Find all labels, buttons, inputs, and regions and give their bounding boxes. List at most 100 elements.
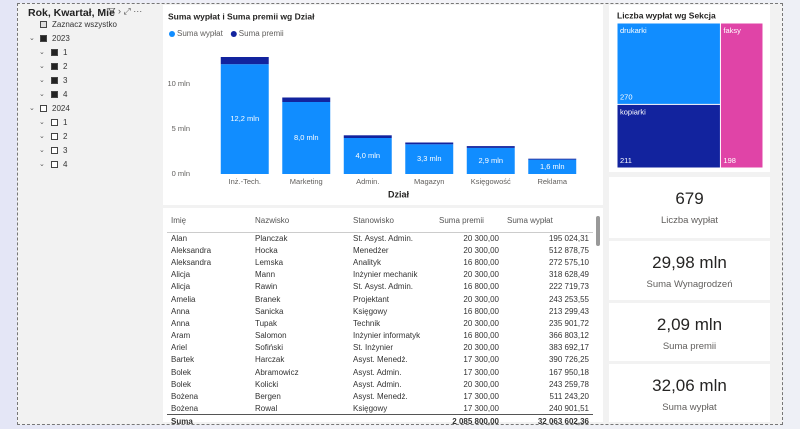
card-label: Suma Wynagrodzeń — [646, 279, 733, 290]
caret[interactable]: ⌄ — [39, 49, 45, 56]
card: 32,06 mln Suma wypłat — [609, 364, 770, 422]
checkbox[interactable] — [51, 63, 58, 70]
total-cell: 2 085 800,00 — [452, 416, 499, 426]
year-label[interactable]: 2023 — [52, 34, 70, 43]
table-cell: Inżynier mechanik — [353, 270, 418, 280]
table-row: Alan Planczak St. Asyst. Admin. 20 300,00 19… — [167, 232, 593, 244]
tile-value: 211 — [620, 156, 632, 165]
caret[interactable]: ⌄ — [29, 35, 35, 42]
bar-segment[interactable] — [282, 102, 331, 174]
total-row: Suma 2 085 800,00 32 063 602,36 — [167, 414, 593, 427]
treemap-tile[interactable] — [720, 23, 763, 168]
checkbox[interactable] — [51, 119, 58, 126]
table-cell: 366 803,12 — [548, 331, 589, 341]
treemap-tile[interactable] — [617, 23, 720, 104]
column-header[interactable]: Imię — [167, 210, 251, 233]
y-tick-label: 10 mln — [167, 79, 190, 88]
table-cell: 16 800,00 — [463, 306, 499, 316]
table-cell: Technik — [353, 318, 381, 328]
table-cell: Bergen — [255, 392, 281, 402]
quarter-label[interactable]: 2 — [63, 62, 68, 71]
table-cell: 511 243,20 — [549, 392, 589, 402]
column-header[interactable]: Stanowisko — [349, 210, 435, 233]
quarter-label[interactable]: 1 — [63, 48, 68, 57]
table-cell: 16 800,00 — [463, 282, 499, 292]
chart-title: Liczba wypłat wg Sekcja — [617, 10, 716, 20]
card-value: 32,06 mln — [652, 376, 727, 395]
checkbox[interactable] — [51, 91, 58, 98]
caret[interactable]: ⌄ — [39, 133, 45, 140]
column-header[interactable]: Suma wypłat — [503, 210, 593, 233]
bar-segment[interactable] — [343, 138, 392, 174]
caret[interactable]: ⌄ — [29, 105, 35, 112]
year-label[interactable]: 2024 — [52, 104, 70, 113]
bar-segment[interactable] — [466, 146, 515, 148]
caret[interactable]: ⌄ — [39, 119, 45, 126]
quarter-label[interactable]: 4 — [63, 160, 68, 169]
bar-segment[interactable] — [220, 64, 269, 174]
quarter-label[interactable]: 3 — [63, 146, 68, 155]
table-cell: Lemska — [255, 257, 284, 267]
tile-label: faksy — [723, 26, 741, 35]
table-cell: 17 300,00 — [463, 403, 499, 413]
legend-label[interactable]: Suma wypłat — [177, 29, 224, 38]
table-cell: 20 300,00 — [463, 245, 499, 255]
table-cell: 243 253,55 — [548, 294, 589, 304]
table-cell: 222 719,73 — [548, 282, 589, 292]
quarter-label[interactable]: 2 — [63, 132, 68, 141]
checkbox[interactable] — [40, 35, 47, 42]
caret[interactable]: ⌄ — [39, 63, 45, 70]
bar-segment[interactable] — [528, 158, 577, 160]
treemap-tile[interactable] — [617, 104, 720, 168]
table-row: Alicja Mann Inżynier mechanik 20 300,00 318 … — [167, 269, 593, 281]
checkbox[interactable] — [40, 21, 47, 28]
table-cell: 20 300,00 — [463, 294, 499, 304]
bar-segment[interactable] — [343, 135, 392, 138]
checkbox[interactable] — [51, 133, 58, 140]
table-cell: St. Asyst. Admin. — [353, 233, 414, 243]
column-header[interactable]: Nazwisko — [251, 210, 349, 233]
bar-segment[interactable] — [282, 97, 331, 103]
card-label: Liczba wypłat — [660, 215, 719, 226]
caret[interactable]: ⌄ — [39, 77, 45, 84]
caret[interactable]: ⌄ — [39, 91, 45, 98]
scrollbar[interactable] — [596, 216, 600, 246]
checkbox[interactable] — [40, 105, 47, 112]
checkbox[interactable] — [51, 147, 58, 154]
table-cell: St. Asyst. Admin. — [353, 282, 414, 292]
column-header[interactable]: Suma premii — [435, 210, 503, 233]
table-row: Bolek Abramowicz Asyst. Admin. 17 300,00 167… — [167, 366, 593, 378]
quarter-label[interactable]: 1 — [63, 118, 68, 127]
card-label: Suma wypłat — [662, 402, 717, 413]
tile-value: 270 — [620, 92, 633, 101]
table-cell: Sanicka — [255, 306, 284, 316]
legend-label[interactable]: Suma premii — [239, 29, 284, 38]
select-all[interactable]: Zaznacz wszystko — [52, 20, 117, 29]
x-tick-label: Marketing — [290, 177, 323, 186]
card: 679 Liczba wypłat — [609, 177, 770, 238]
treemap: Liczba wypłat wg Sekcja drukarki 270 kopiar… — [617, 10, 763, 168]
table-cell: 235 901,72 — [548, 318, 589, 328]
x-axis-title: Dział — [388, 189, 410, 199]
total-cell: 32 063 602,36 — [537, 416, 589, 426]
table-cell: Bożena — [171, 403, 199, 413]
checkbox[interactable] — [51, 77, 58, 84]
bar-segment[interactable] — [466, 147, 515, 174]
checkbox[interactable] — [51, 49, 58, 56]
table-cell: 240 901,51 — [548, 403, 589, 413]
table-cell: Menedżer — [353, 245, 389, 255]
caret[interactable]: ⌄ — [39, 147, 45, 154]
checkbox[interactable] — [51, 161, 58, 168]
data-label: 2,9 mln — [478, 156, 503, 165]
caret[interactable]: ⌄ — [39, 161, 45, 168]
bar-segment[interactable] — [220, 57, 269, 65]
quarter-label[interactable]: 4 — [63, 90, 68, 99]
bar-segment[interactable] — [528, 159, 577, 174]
slicer-icons[interactable]: ⛛ › ⤢ ··· — [108, 6, 143, 16]
card-label: Suma premii — [662, 341, 717, 352]
bar-segment[interactable] — [405, 142, 454, 145]
quarter-label[interactable]: 3 — [63, 76, 68, 85]
card: 29,98 mln Suma Wynagrodzeń — [609, 241, 770, 300]
bar-segment[interactable] — [405, 144, 454, 174]
